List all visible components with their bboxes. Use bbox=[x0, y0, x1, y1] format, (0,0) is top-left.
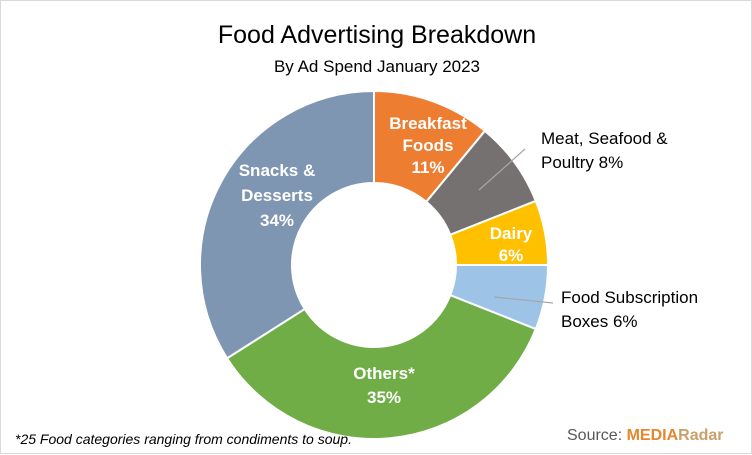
label-snacks-desserts: Snacks & Desserts 34% bbox=[239, 161, 316, 230]
chart-subtitle: By Ad Spend January 2023 bbox=[273, 57, 481, 76]
label-food-subscription-boxes: Food Subscription Boxes 6% bbox=[561, 288, 698, 331]
label-breakfast-foods: Breakfast Foods 11% bbox=[389, 114, 467, 177]
leader-line-food-subscription-boxes bbox=[493, 296, 554, 304]
label-dairy: Dairy 6% bbox=[490, 224, 533, 265]
label-meat-seafood-poultry: Meat, Seafood & Poultry 8% bbox=[541, 129, 668, 172]
leader-line-meat-seafood-poultry bbox=[478, 148, 526, 191]
chart-title: Food Advertising Breakdown bbox=[217, 21, 537, 49]
source-credit: Source: MEDIARadar bbox=[567, 427, 724, 445]
source-brand-media: MEDIA bbox=[626, 427, 679, 444]
source-brand-radar: Radar bbox=[678, 427, 724, 444]
label-others: Others* 35% bbox=[353, 364, 415, 407]
slice-snacks-desserts bbox=[199, 89, 375, 360]
footnote: *25 Food categories ranging from condime… bbox=[15, 431, 352, 447]
source-prefix: Source: bbox=[567, 427, 627, 444]
slice-others bbox=[225, 293, 538, 440]
